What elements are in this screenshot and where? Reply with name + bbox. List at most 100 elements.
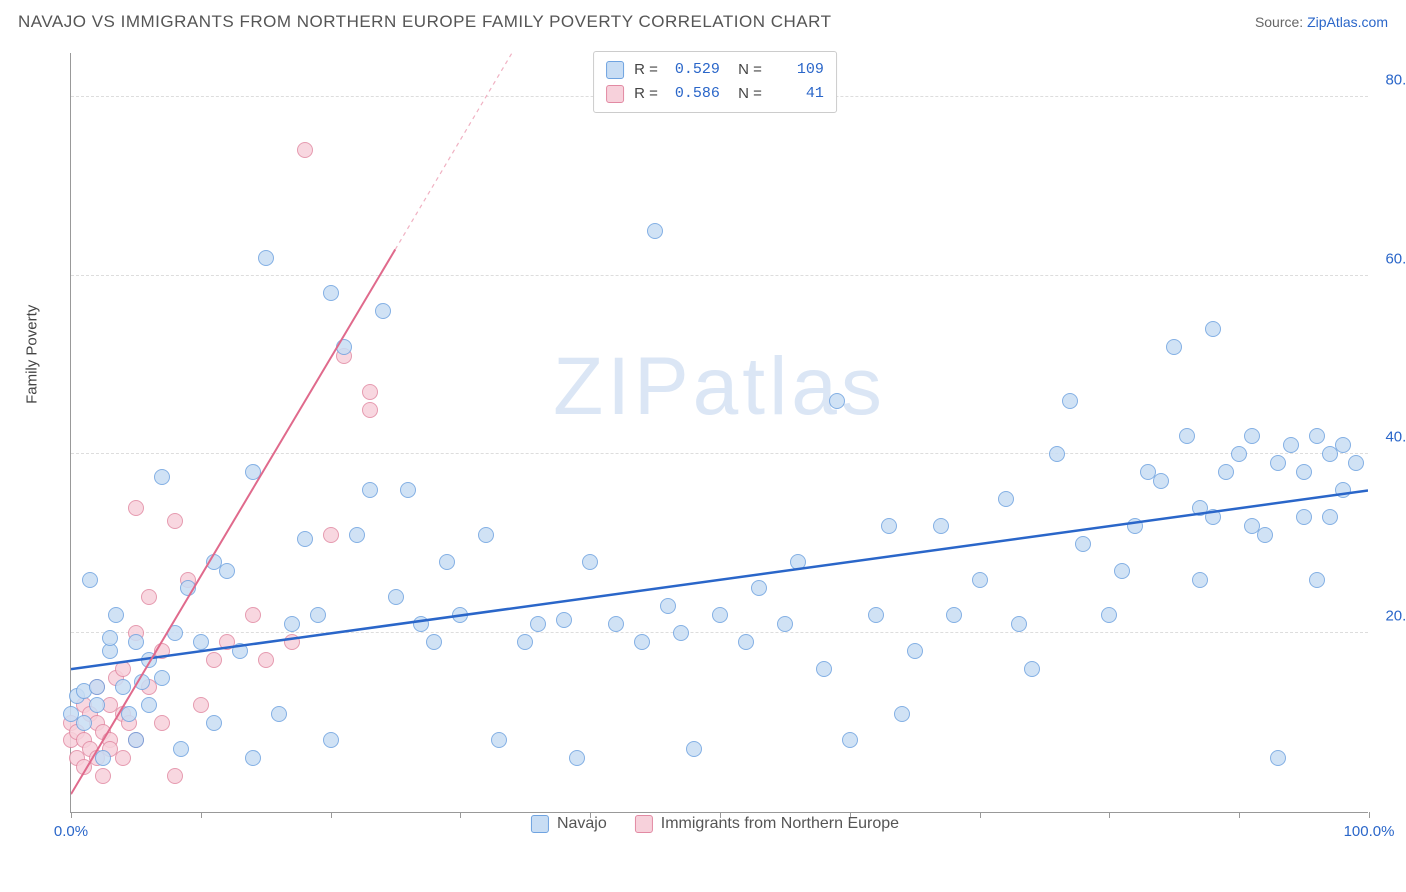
data-point — [362, 482, 378, 498]
data-point — [933, 518, 949, 534]
data-point — [102, 630, 118, 646]
data-point — [134, 674, 150, 690]
data-point — [154, 469, 170, 485]
data-point — [1335, 482, 1351, 498]
data-point — [1024, 661, 1040, 677]
data-point — [141, 589, 157, 605]
data-point — [1335, 437, 1351, 453]
y-tick-label: 80.0% — [1385, 71, 1406, 88]
data-point — [115, 750, 131, 766]
data-point — [452, 607, 468, 623]
data-point — [115, 661, 131, 677]
data-point — [660, 598, 676, 614]
data-point — [375, 303, 391, 319]
data-point — [154, 715, 170, 731]
data-point — [582, 554, 598, 570]
data-point — [310, 607, 326, 623]
legend-item: Navajo — [531, 815, 607, 833]
data-point — [297, 531, 313, 547]
data-point — [1270, 455, 1286, 471]
data-point — [128, 732, 144, 748]
data-point — [868, 607, 884, 623]
data-point — [998, 491, 1014, 507]
data-point — [1270, 750, 1286, 766]
data-point — [413, 616, 429, 632]
data-point — [647, 223, 663, 239]
r-label: R = — [634, 58, 658, 82]
data-point — [180, 580, 196, 596]
r-value: 0.529 — [668, 58, 720, 82]
legend-item: Immigrants from Northern Europe — [635, 815, 899, 833]
trend-line — [71, 491, 1368, 670]
data-point — [1192, 572, 1208, 588]
data-point — [634, 634, 650, 650]
data-point — [193, 634, 209, 650]
data-point — [1075, 536, 1091, 552]
data-point — [258, 652, 274, 668]
data-point — [517, 634, 533, 650]
data-point — [790, 554, 806, 570]
data-point — [362, 384, 378, 400]
legend-stats-row: R =0.529 N =109 — [606, 58, 824, 82]
data-point — [972, 572, 988, 588]
data-point — [1153, 473, 1169, 489]
data-point — [777, 616, 793, 632]
data-point — [167, 625, 183, 641]
data-point — [946, 607, 962, 623]
data-point — [530, 616, 546, 632]
data-point — [1205, 509, 1221, 525]
data-point — [128, 500, 144, 516]
data-point — [686, 741, 702, 757]
data-point — [1348, 455, 1364, 471]
data-point — [362, 402, 378, 418]
data-point — [167, 768, 183, 784]
source-link[interactable]: ZipAtlas.com — [1307, 14, 1388, 30]
data-point — [297, 142, 313, 158]
data-point — [1296, 464, 1312, 480]
data-point — [829, 393, 845, 409]
data-point — [673, 625, 689, 641]
legend-stats: R = 0.529 N = 109R =0.586 N =41 — [593, 51, 837, 113]
data-point — [881, 518, 897, 534]
legend-stats-row: R =0.586 N =41 — [606, 82, 824, 106]
data-point — [89, 697, 105, 713]
data-point — [712, 607, 728, 623]
data-point — [82, 572, 98, 588]
data-point — [556, 612, 572, 628]
data-point — [76, 715, 92, 731]
data-point — [1049, 446, 1065, 462]
data-point — [1231, 446, 1247, 462]
chart-container: Family Poverty ZIPatlas 20.0%40.0%60.0%8… — [50, 45, 1380, 845]
data-point — [842, 732, 858, 748]
data-point — [245, 750, 261, 766]
data-point — [323, 285, 339, 301]
data-point — [258, 250, 274, 266]
x-tick — [201, 812, 202, 818]
data-point — [1166, 339, 1182, 355]
data-point — [284, 616, 300, 632]
data-point — [1309, 428, 1325, 444]
data-point — [491, 732, 507, 748]
legend-swatch — [606, 61, 624, 79]
source-attribution: Source: ZipAtlas.com — [1255, 14, 1388, 30]
source-label: Source: — [1255, 14, 1303, 30]
legend-label: Immigrants from Northern Europe — [661, 815, 899, 833]
n-value: 109 — [772, 58, 824, 82]
data-point — [323, 527, 339, 543]
data-point — [1244, 428, 1260, 444]
legend-series: Navajo Immigrants from Northern Europe — [531, 815, 899, 833]
data-point — [1283, 437, 1299, 453]
data-point — [115, 679, 131, 695]
data-point — [128, 634, 144, 650]
data-point — [141, 697, 157, 713]
legend-swatch — [606, 85, 624, 103]
plot-area: ZIPatlas 20.0%40.0%60.0%80.0%0.0%100.0% — [70, 53, 1368, 813]
n-label: N = — [730, 82, 762, 106]
data-point — [323, 732, 339, 748]
data-point — [193, 697, 209, 713]
data-point — [219, 563, 235, 579]
x-tick — [1369, 812, 1370, 818]
y-axis-title: Family Poverty — [24, 305, 41, 404]
x-tick — [1109, 812, 1110, 818]
y-tick-label: 40.0% — [1385, 429, 1406, 446]
